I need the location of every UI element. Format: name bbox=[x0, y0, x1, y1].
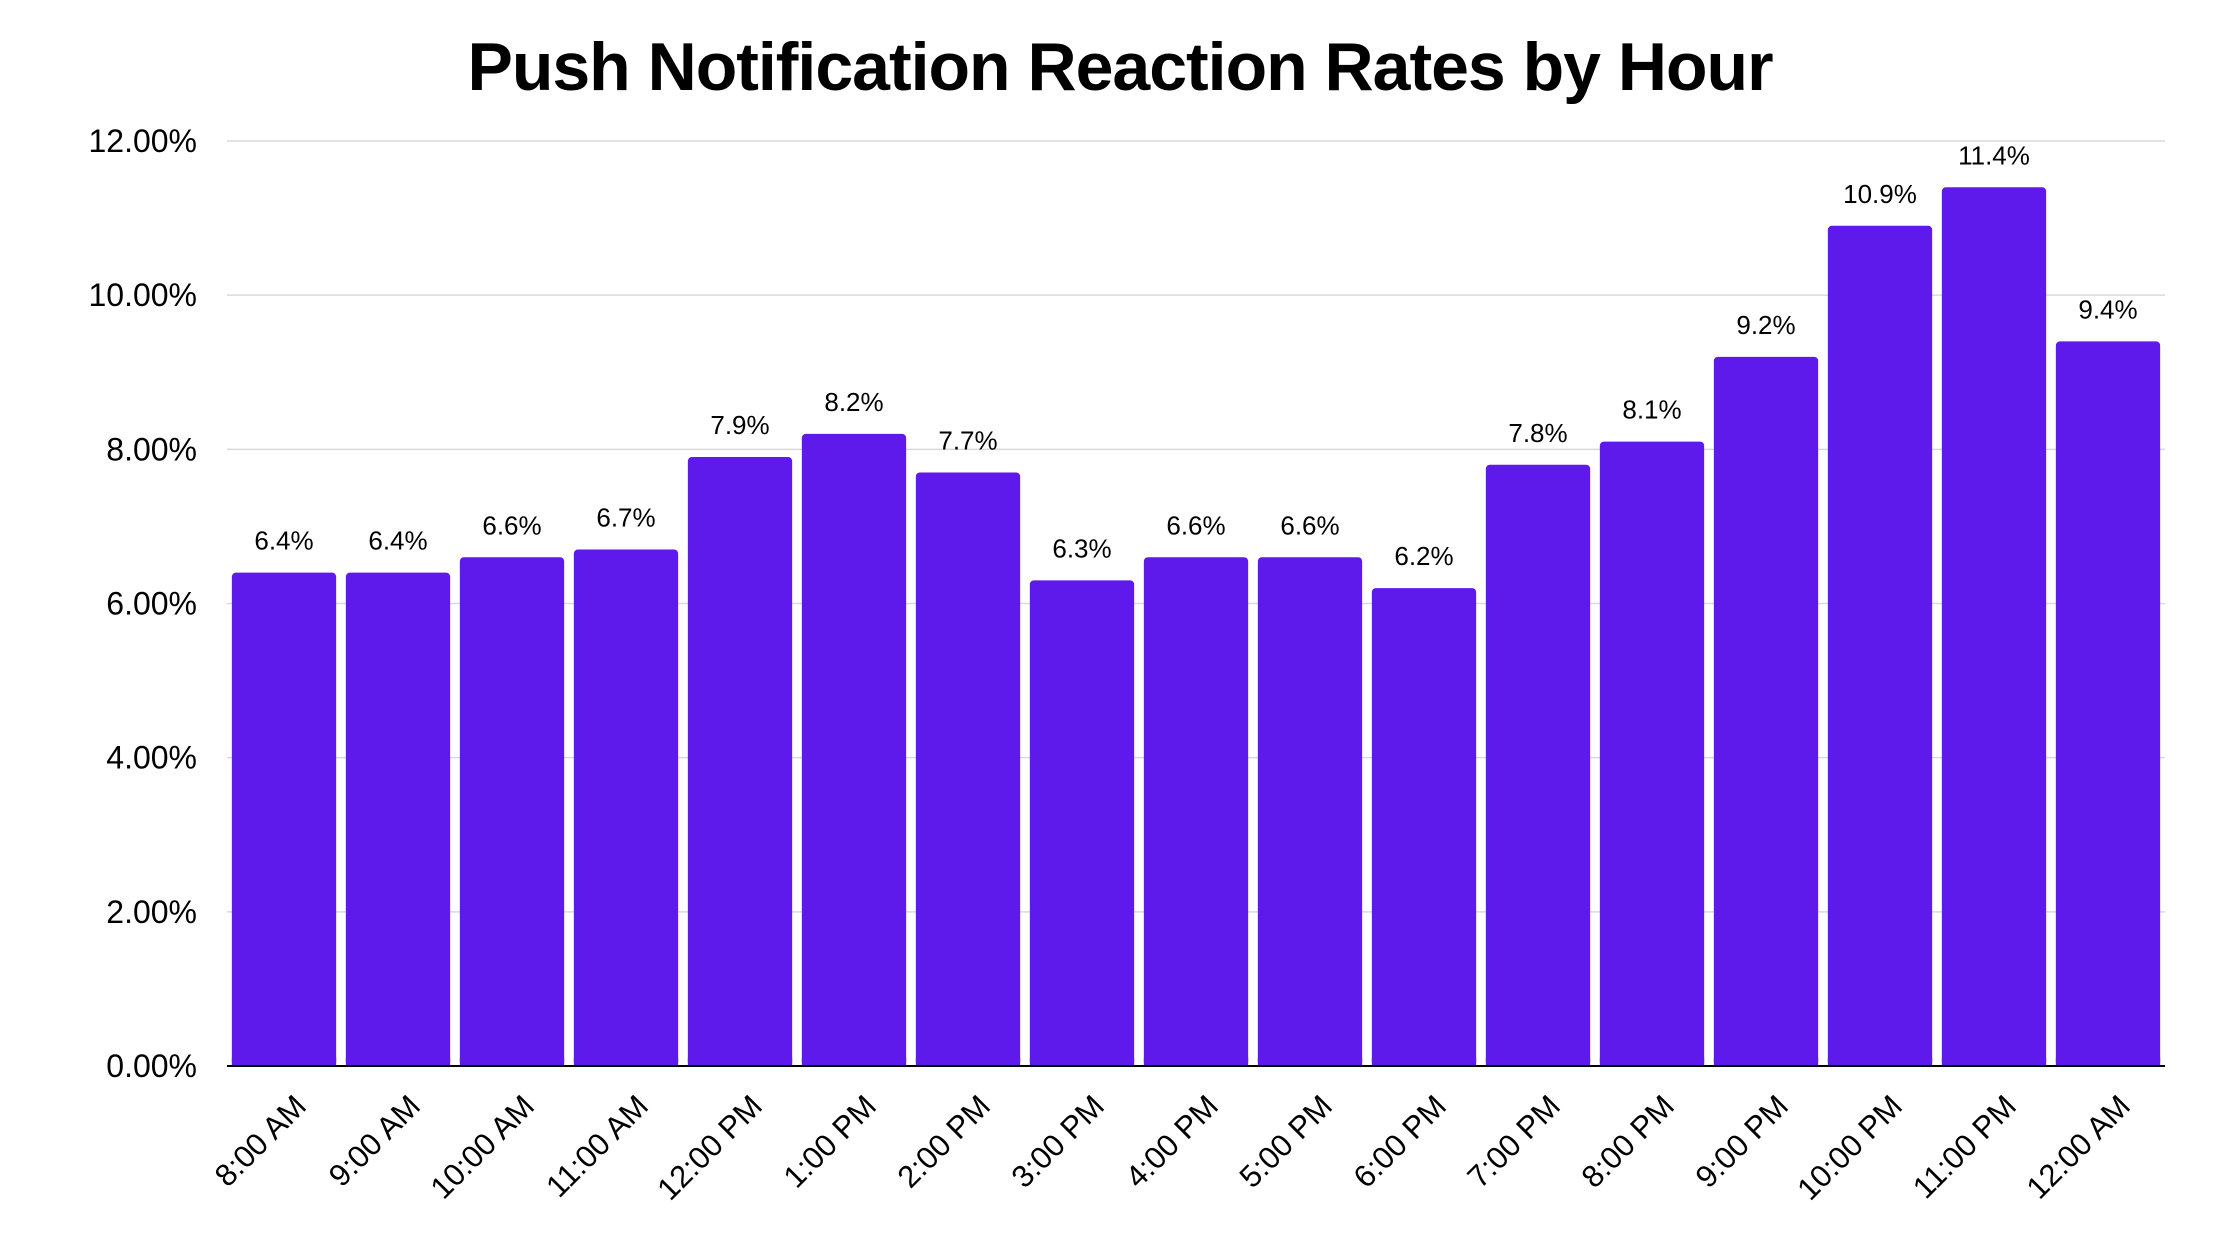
bar-base bbox=[345, 1058, 451, 1066]
bar bbox=[1257, 557, 1363, 1066]
data-label: 11.4% bbox=[1958, 140, 2030, 170]
bar bbox=[1143, 557, 1249, 1066]
data-label: 6.3% bbox=[1052, 533, 1111, 563]
x-tick-label: 12:00 AM bbox=[2020, 1088, 2137, 1205]
bars bbox=[231, 187, 2161, 1067]
x-tick-label: 11:00 PM bbox=[1906, 1088, 2023, 1205]
y-tick-label: 2.00% bbox=[106, 894, 197, 930]
bar bbox=[459, 557, 565, 1066]
bar-base bbox=[1485, 1058, 1591, 1066]
x-tick-label: 1:00 PM bbox=[777, 1088, 883, 1194]
bar-base bbox=[1371, 1058, 1477, 1066]
bar bbox=[801, 433, 907, 1067]
bar-base bbox=[1029, 1058, 1135, 1066]
bar-base bbox=[1599, 1058, 1705, 1066]
bar bbox=[345, 572, 451, 1066]
data-label: 9.4% bbox=[2078, 294, 2137, 324]
bar-base bbox=[1143, 1058, 1249, 1066]
data-label: 6.6% bbox=[482, 510, 541, 540]
bar bbox=[915, 472, 1021, 1066]
x-tick-label: 3:00 PM bbox=[1005, 1088, 1111, 1194]
bar-base bbox=[1941, 1058, 2047, 1066]
bar-base bbox=[231, 1058, 337, 1066]
y-tick-label: 8.00% bbox=[106, 431, 197, 467]
data-label: 6.6% bbox=[1166, 510, 1225, 540]
bar-base bbox=[915, 1058, 1021, 1066]
bar-base bbox=[1257, 1058, 1363, 1066]
y-tick-label: 12.00% bbox=[88, 123, 197, 159]
data-label: 7.9% bbox=[710, 410, 769, 440]
data-label: 6.4% bbox=[368, 526, 427, 556]
bar-base bbox=[459, 1058, 565, 1066]
bar-base bbox=[2055, 1058, 2161, 1066]
x-tick-label: 5:00 PM bbox=[1233, 1088, 1339, 1194]
y-tick-label: 6.00% bbox=[106, 586, 197, 622]
x-tick-label: 6:00 PM bbox=[1347, 1088, 1453, 1194]
data-label: 8.2% bbox=[824, 387, 883, 417]
y-tick-labels: 0.00% 2.00% 4.00% 6.00% 8.00% 10.00% 12.00% bbox=[88, 123, 197, 1084]
data-label: 7.7% bbox=[938, 425, 997, 455]
bar-base bbox=[573, 1058, 679, 1066]
data-label: 7.8% bbox=[1508, 418, 1567, 448]
bar bbox=[1029, 580, 1135, 1066]
data-label: 9.2% bbox=[1736, 310, 1795, 340]
bar-base bbox=[1827, 1058, 1933, 1066]
bar bbox=[231, 572, 337, 1066]
x-tick-label: 11:00 AM bbox=[539, 1088, 655, 1204]
data-label: 10.9% bbox=[1843, 179, 1917, 209]
x-tick-label: 10:00 AM bbox=[424, 1088, 541, 1205]
data-label: 6.6% bbox=[1280, 510, 1339, 540]
bar-base bbox=[1713, 1058, 1819, 1066]
y-tick-label: 0.00% bbox=[106, 1048, 197, 1084]
x-tick-label: 9:00 AM bbox=[322, 1088, 427, 1193]
x-tick-label: 12:00 PM bbox=[650, 1088, 769, 1207]
data-labels: 6.4% 6.4% 6.6% 6.7% 7.9% 8.2% 7.7% 6.3% 6.6% 6.6%… bbox=[254, 140, 2137, 571]
x-tick-label: 8:00 AM bbox=[208, 1088, 313, 1193]
x-tick-label: 4:00 PM bbox=[1119, 1088, 1225, 1194]
data-label: 6.4% bbox=[254, 526, 313, 556]
bar bbox=[1713, 356, 1819, 1066]
bar-base bbox=[687, 1058, 793, 1066]
bar bbox=[2055, 341, 2161, 1067]
y-tick-label: 10.00% bbox=[88, 277, 197, 313]
bar bbox=[1599, 441, 1705, 1066]
x-tick-label: 8:00 PM bbox=[1575, 1088, 1681, 1194]
bar bbox=[573, 549, 679, 1066]
data-label: 6.7% bbox=[596, 503, 655, 533]
y-tick-label: 4.00% bbox=[106, 740, 197, 776]
x-tick-label: 7:00 PM bbox=[1461, 1088, 1567, 1194]
x-tick-label: 9:00 PM bbox=[1689, 1088, 1795, 1194]
bar bbox=[1827, 225, 1933, 1066]
data-label: 6.2% bbox=[1394, 541, 1453, 571]
bar-base bbox=[801, 1058, 907, 1066]
bar bbox=[1371, 588, 1477, 1066]
bar bbox=[1485, 464, 1591, 1066]
x-tick-label: 10:00 PM bbox=[1790, 1088, 1909, 1207]
x-tick-label: 2:00 PM bbox=[891, 1088, 997, 1194]
bar bbox=[1941, 187, 2047, 1066]
data-label: 8.1% bbox=[1622, 395, 1681, 425]
chart-title: Push Notification Reaction Rates by Hour bbox=[467, 29, 1773, 105]
bar bbox=[687, 457, 793, 1067]
